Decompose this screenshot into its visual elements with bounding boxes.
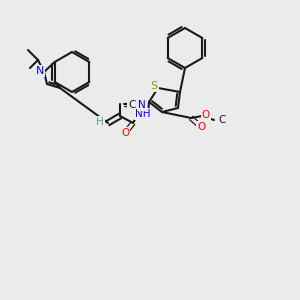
Text: NH: NH xyxy=(135,109,151,119)
Text: O: O xyxy=(121,128,129,138)
Text: C: C xyxy=(128,100,135,110)
Text: O: O xyxy=(197,122,205,132)
Text: H: H xyxy=(96,117,104,127)
Text: S: S xyxy=(150,81,158,91)
Text: C: C xyxy=(218,115,226,125)
Text: N: N xyxy=(36,66,44,76)
Text: O: O xyxy=(202,110,210,120)
Text: N: N xyxy=(138,100,146,110)
